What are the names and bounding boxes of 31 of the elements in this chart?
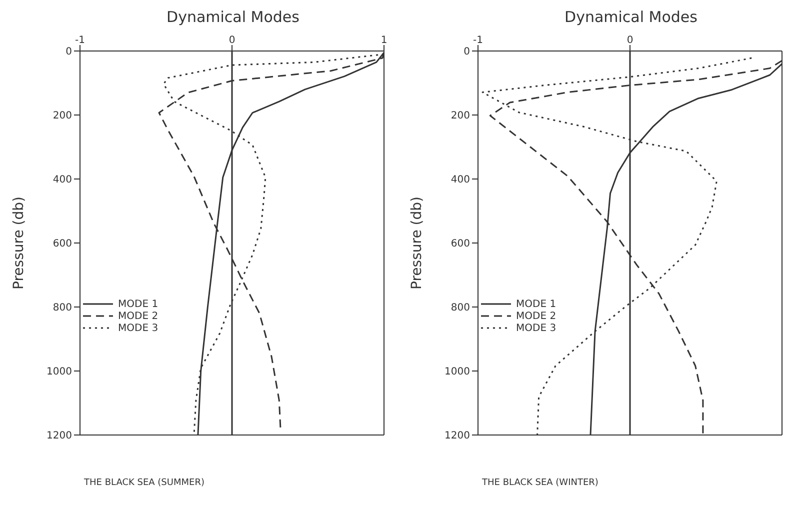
- x-tick-label: 0: [626, 35, 634, 46]
- legend-label: MODE 3: [516, 322, 556, 334]
- legend-label: MODE 1: [516, 298, 556, 310]
- y-axis-title: Pressure (db): [10, 196, 27, 290]
- y-tick-label: 400: [450, 174, 470, 186]
- text: THE BLACK SEA (WINTER): [481, 478, 600, 488]
- legend-label: MODE 2: [118, 310, 158, 322]
- x-tick-label: -1: [473, 35, 483, 46]
- x-tick-label: 1: [380, 35, 388, 46]
- chart-title: Dynamical Modes: [564, 8, 698, 28]
- y-tick-label: 1000: [444, 366, 470, 378]
- text: THE BLACK SEA (SUMMER): [83, 478, 206, 488]
- y-tick-label: 600: [450, 238, 470, 250]
- legend-label: MODE 1: [118, 298, 158, 310]
- chart-title: Dynamical Modes: [166, 8, 300, 28]
- y-tick-label: 1200: [46, 430, 72, 442]
- y-tick-label: 600: [52, 238, 72, 250]
- x-tick-label: 0: [228, 35, 236, 46]
- y-tick-label: 1000: [46, 366, 72, 378]
- y-tick-label: 200: [450, 110, 470, 122]
- y-tick-label: 200: [52, 110, 72, 122]
- y-tick-label: 0: [464, 46, 470, 58]
- y-tick-label: 1200: [444, 430, 470, 442]
- y-tick-label: 800: [450, 302, 470, 314]
- legend-label: MODE 3: [118, 322, 158, 334]
- y-tick-label: 400: [52, 174, 72, 186]
- y-axis-title: Pressure (db): [408, 196, 425, 290]
- y-tick-label: 0: [66, 46, 72, 58]
- y-tick-label: 800: [52, 302, 72, 314]
- x-tick-label: -1: [75, 35, 85, 46]
- legend-label: MODE 2: [516, 310, 556, 322]
